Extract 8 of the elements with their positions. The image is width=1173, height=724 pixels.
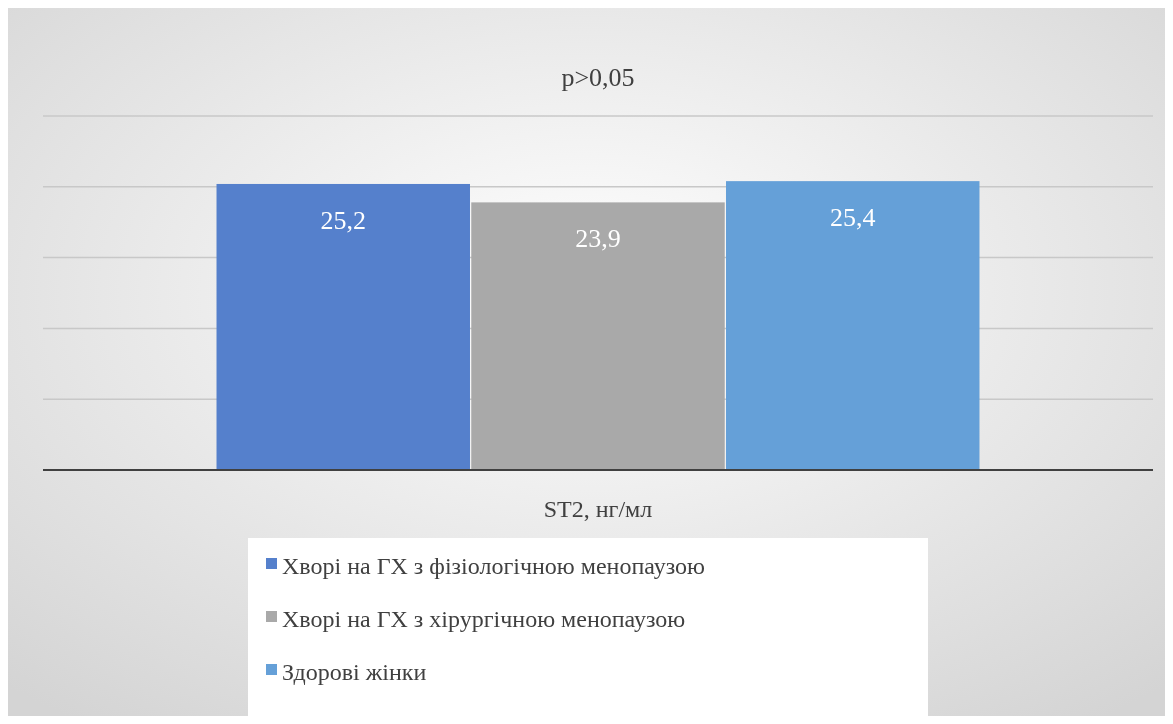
legend-label: Хворі на ГХ з фізіологічною менопаузою (282, 552, 706, 579)
legend-label: Здорові жінки (282, 658, 427, 685)
legend-label: Хворі на ГХ з хірургічною менопаузою (282, 605, 686, 632)
chart-title: p>0,05 (561, 63, 635, 92)
x-axis-title: ST2, нг/мл (543, 495, 653, 522)
data-label: 25,4 (830, 203, 876, 233)
data-label: 23,9 (575, 224, 621, 254)
data-label: 25,2 (320, 205, 366, 235)
